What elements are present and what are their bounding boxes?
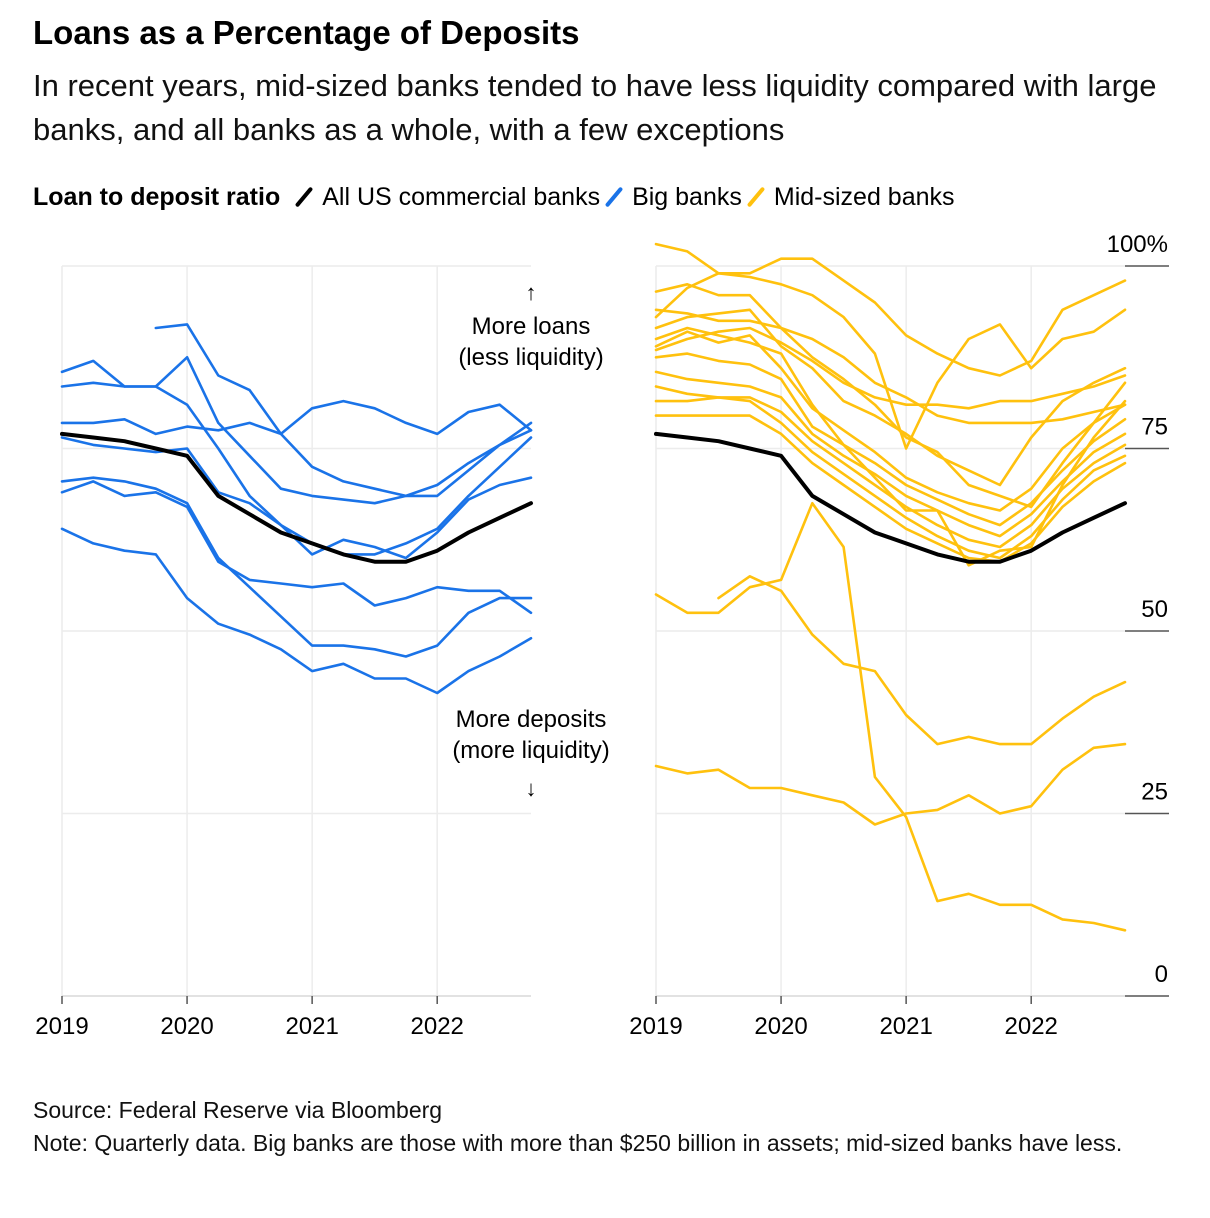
series-line-mid-sized-bank-15 (717, 575, 1127, 746)
x-tick-label-2020: 2020 (754, 1013, 807, 1040)
series-line-all-us-commercial-banks (654, 431, 1127, 564)
series-line-all-us-commercial-banks (60, 431, 533, 564)
x-tick-label-2019: 2019 (35, 1013, 88, 1040)
x-tick-label-2022: 2022 (1005, 1013, 1058, 1040)
x-tick-label-2022: 2022 (411, 1013, 464, 1040)
x-tick-label-2020: 2020 (160, 1013, 213, 1040)
series-line-mid-sized-bank-12 (654, 326, 1127, 410)
series-line-big-bank-7 (60, 476, 533, 658)
y-tick-label-50: 50 (1141, 596, 1168, 623)
legend-label-all-banks: All US commercial banks (322, 182, 601, 211)
left-gridlines (61, 265, 531, 997)
legend-item-mid-sized-banks: Mid-sized banks (746, 182, 955, 212)
legend-label-mid-sized-banks: Mid-sized banks (773, 182, 955, 211)
series-line-mid-sized-bank-9 (654, 414, 1127, 563)
source-note: Source: Federal Reserve via Bloomberg (33, 1097, 443, 1123)
annotation-less-liquidity: (less liquidity) (458, 344, 603, 371)
annotation-more-loans: More loans (472, 313, 591, 340)
annotation-more-deposits: More deposits (456, 706, 607, 733)
right-series-lines (654, 242, 1127, 932)
legend-item-big-banks: Big banks (604, 182, 742, 212)
legend: Loan to deposit ratio All US commercial … (33, 180, 955, 214)
y-tick-label-75: 75 (1141, 414, 1168, 441)
chart-title: Loans as a Percentage of Deposits (33, 14, 580, 51)
left-panel: 2019 2020 2021 2022 (35, 265, 533, 1040)
right-panel: 2019 2020 2021 2022 100% 75 50 25 0 (629, 231, 1169, 1040)
left-x-axis: 2019 2020 2021 2022 (35, 996, 464, 1040)
y-tick-label-100: 100% (1107, 231, 1168, 258)
right-x-axis: 2019 2020 2021 2022 (629, 996, 1058, 1040)
chart-subtitle: In recent years, mid-sized banks tended … (33, 68, 1157, 147)
series-line-mid-sized-bank-6 (654, 370, 1127, 538)
legend-lead: Loan to deposit ratio (33, 182, 281, 211)
left-series-lines (60, 323, 533, 695)
series-line-big-bank-2 (60, 356, 533, 505)
right-y-axis: 100% 75 50 25 0 (1107, 231, 1169, 997)
legend-label-big-banks: Big banks (632, 182, 742, 211)
legend-item-all-banks: All US commercial banks (294, 182, 601, 212)
series-line-mid-sized-bank-16 (654, 742, 1127, 826)
x-tick-label-2021: 2021 (879, 1013, 932, 1040)
series-line-mid-sized-bank-11 (654, 283, 1127, 509)
series-line-big-bank-5 (60, 436, 533, 556)
down-arrow-icon: ↓ (526, 776, 537, 801)
series-line-mid-sized-bank-3 (654, 308, 1127, 487)
y-tick-label-0: 0 (1155, 961, 1168, 988)
series-line-big-bank-3 (60, 381, 533, 560)
footnote: Note: Quarterly data. Big banks are thos… (33, 1130, 1123, 1156)
series-line-mid-sized-bank-14 (654, 501, 1127, 932)
series-line-mid-sized-bank-10 (654, 308, 1127, 425)
x-tick-label-2019: 2019 (629, 1013, 682, 1040)
series-line-big-bank-4 (60, 399, 533, 436)
annotation-more-liquidity: (more liquidity) (452, 737, 609, 764)
x-tick-label-2021: 2021 (285, 1013, 338, 1040)
series-line-mid-sized-bank-1 (654, 242, 1127, 377)
chart-area: 2019 2020 2021 2022 2019 2020 2021 2022 100% 75… (35, 231, 1169, 1040)
up-arrow-icon: ↑ (526, 280, 537, 305)
series-line-big-bank-6 (60, 480, 533, 615)
series-line-big-bank-8 (60, 527, 533, 695)
series-line-big-bank-1 (154, 323, 533, 498)
right-gridlines (655, 265, 1125, 997)
series-line-mid-sized-bank-13 (654, 326, 1127, 567)
y-tick-label-25: 25 (1141, 779, 1168, 806)
